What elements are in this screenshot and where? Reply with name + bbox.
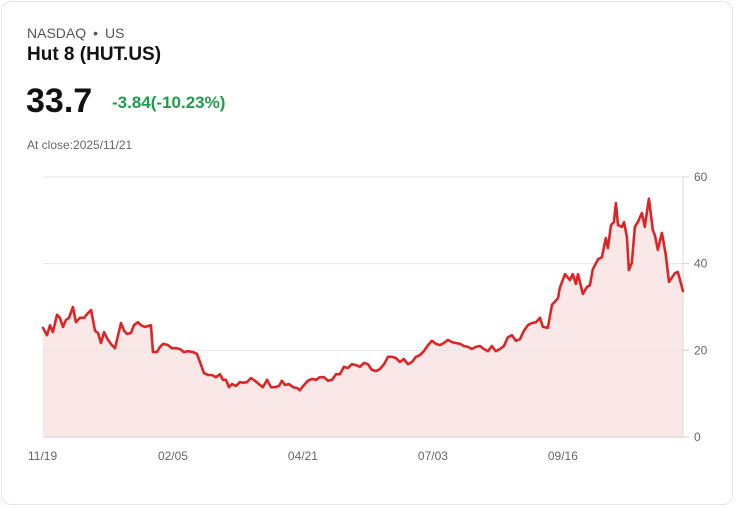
price-line bbox=[41, 197, 685, 392]
region: US bbox=[105, 25, 125, 41]
close-date: At close:2025/11/21 bbox=[27, 138, 133, 152]
separator-dot: • bbox=[93, 25, 99, 41]
y-tick-label: 60 bbox=[694, 170, 708, 184]
x-tick-label: 11/19 bbox=[28, 449, 57, 463]
y-tick-label: 40 bbox=[694, 257, 708, 271]
price-area bbox=[43, 198, 683, 437]
x-tick-label: 02/05 bbox=[158, 449, 188, 463]
y-tick-label: 0 bbox=[694, 430, 701, 444]
stock-price: 33.7 bbox=[26, 82, 93, 120]
x-tick-label: 07/03 bbox=[418, 449, 448, 463]
x-tick-label: 04/21 bbox=[288, 449, 318, 463]
y-tick-label: 20 bbox=[694, 343, 708, 357]
price-change: -3.84(-10.23%) bbox=[112, 93, 226, 112]
stock-title: Hut 8 (HUT.US) bbox=[27, 44, 162, 65]
exchange-name: NASDAQ bbox=[27, 25, 87, 41]
x-tick-label: 09/16 bbox=[548, 449, 578, 463]
exchange-line: NASDAQ • US bbox=[27, 25, 124, 41]
